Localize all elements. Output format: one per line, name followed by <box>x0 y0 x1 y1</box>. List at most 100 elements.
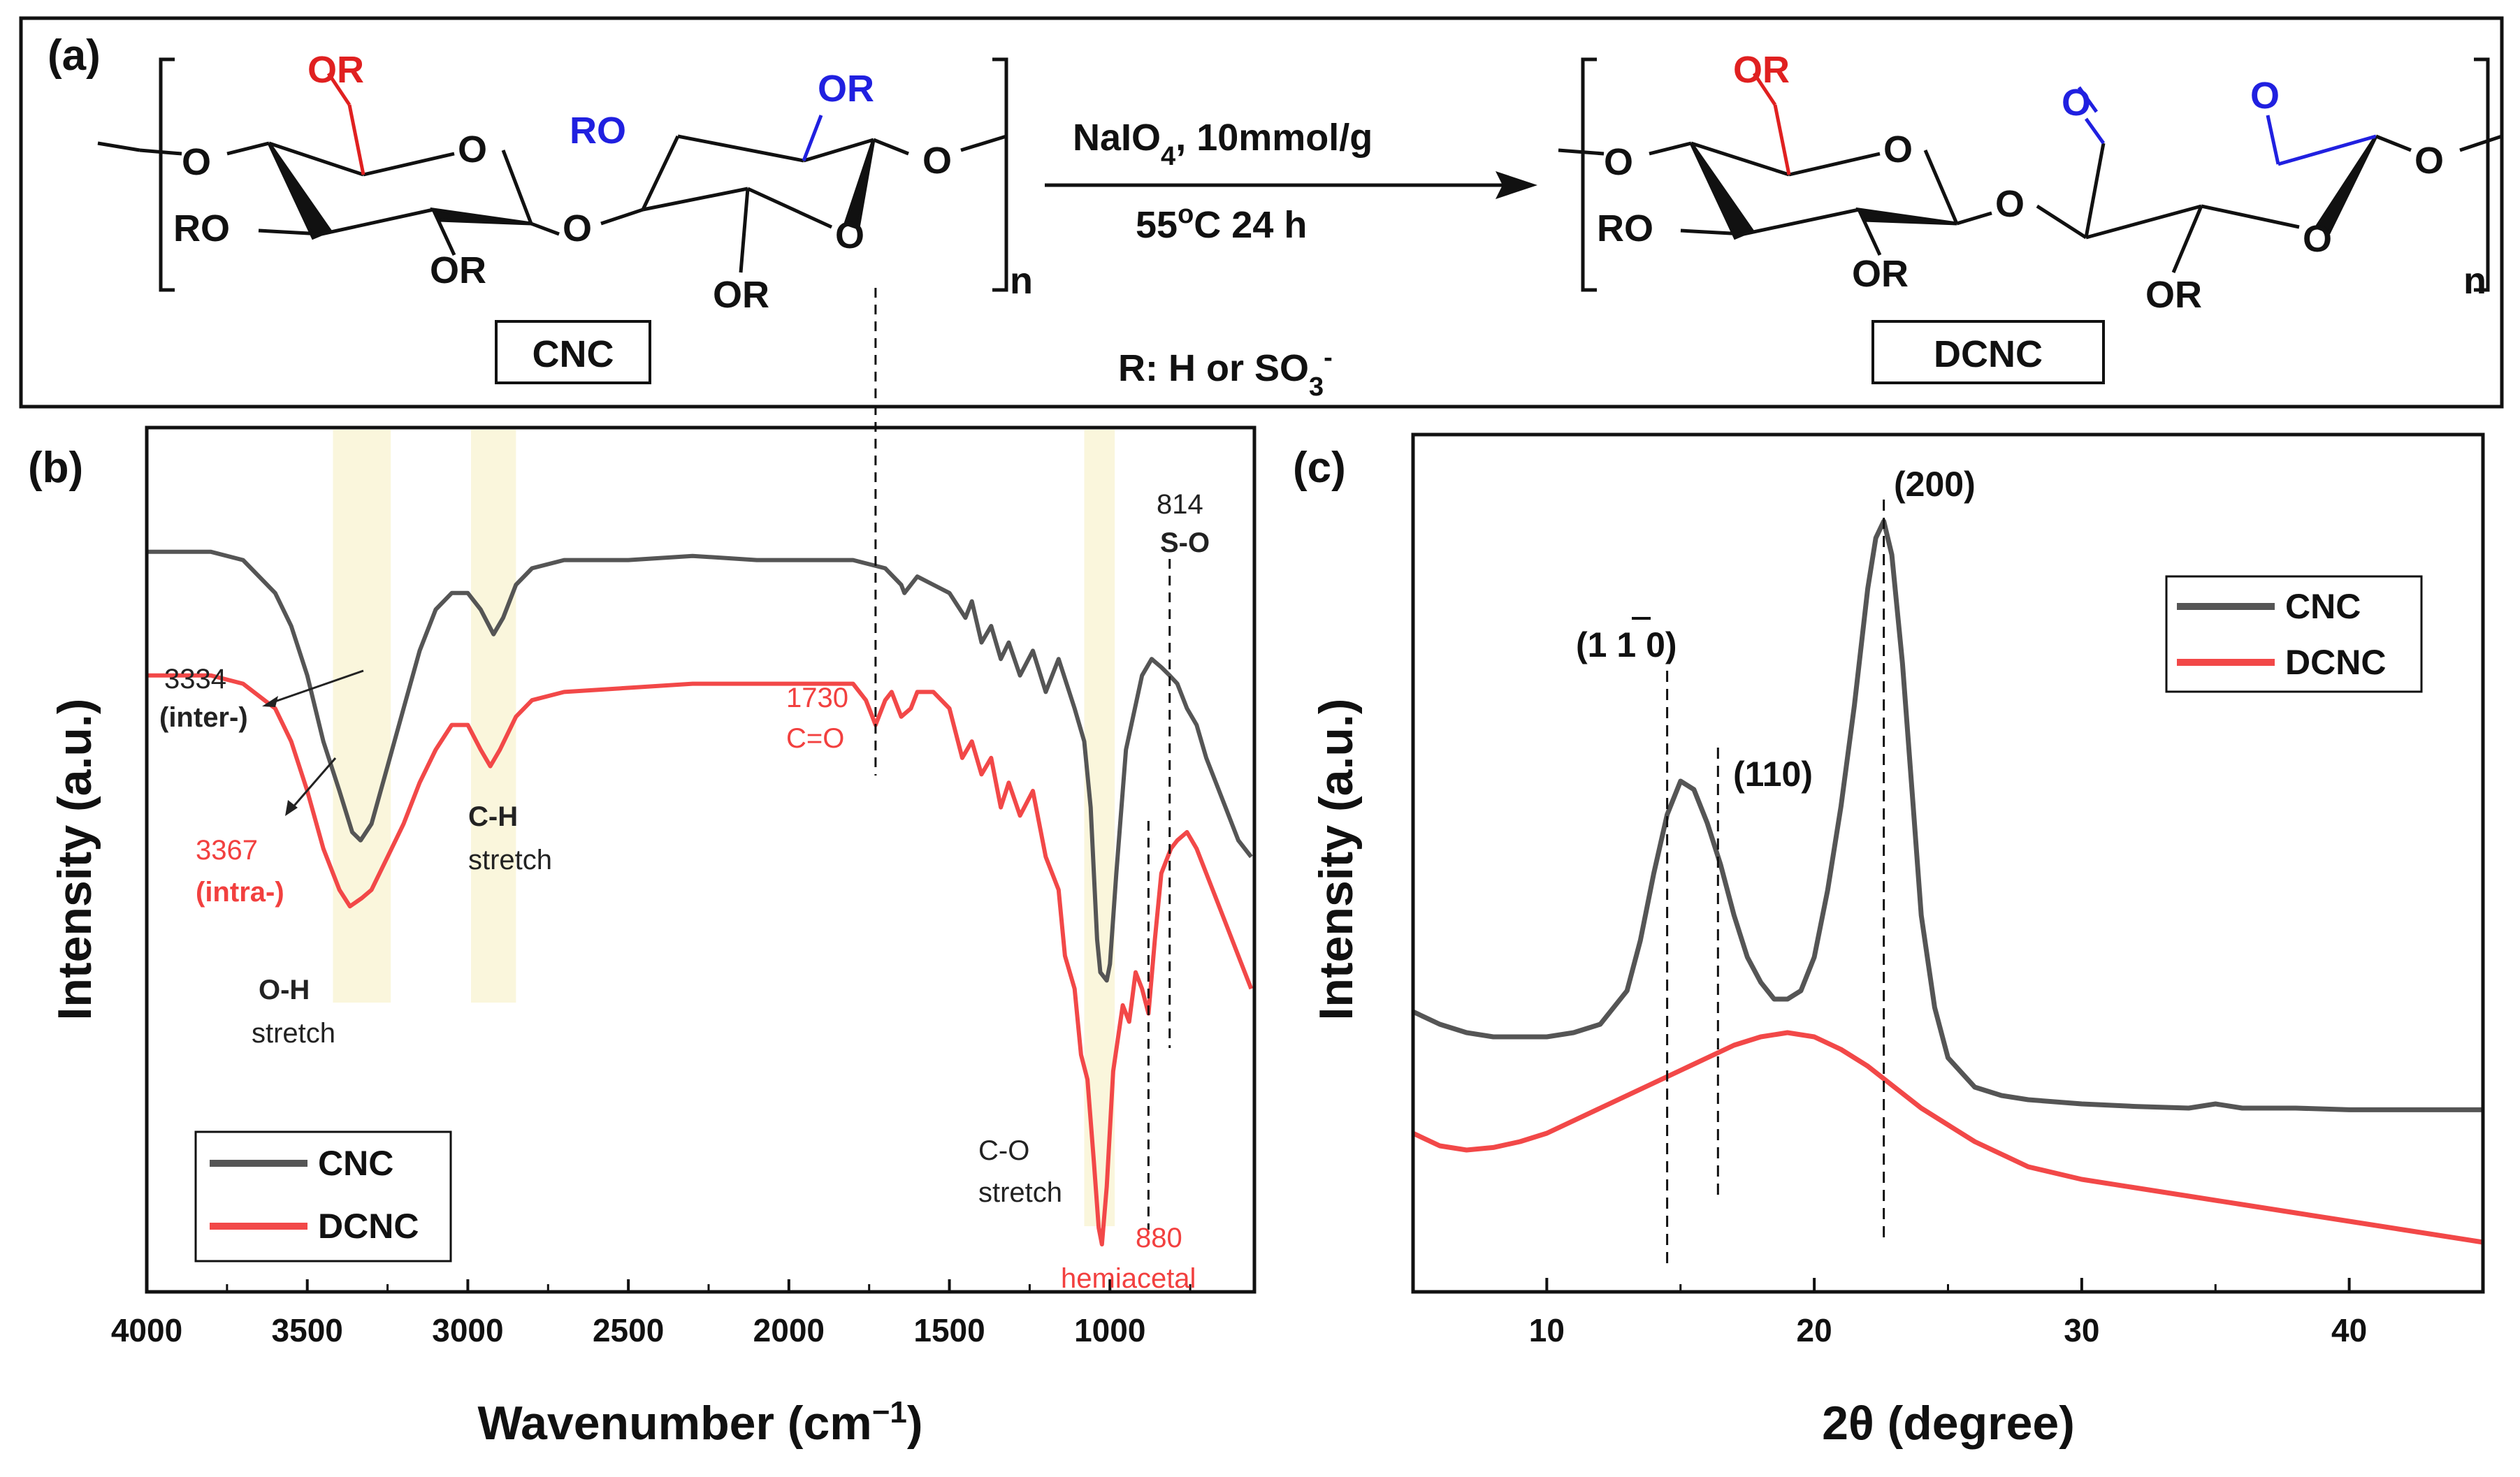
xrd-series <box>1412 518 2484 1245</box>
ftir-guide-lines <box>874 288 1171 1230</box>
xrd-peak-lines <box>1666 500 1885 1265</box>
ftir-tick-label-2000: 2000 <box>753 1312 825 1348</box>
cnc-ring-o2: O <box>835 214 864 256</box>
ftir-plot-frame <box>145 425 1257 1294</box>
ann-3334-type: (inter-) <box>159 702 248 733</box>
xrd-x-ticks: 10 20 30 40 <box>1529 1278 2367 1348</box>
cnc-labels: OR OR RO RO O O O O O OR OR n CNC <box>173 49 1033 384</box>
dcnc-aldehyde-2: O <box>2250 75 2280 117</box>
ann-co-text1: C-O <box>978 1135 1029 1166</box>
xrd-legend-dcnc: DCNC <box>2285 643 2386 682</box>
cnc-ring-o1: O <box>458 129 487 170</box>
ann-3334-value: 3334 <box>164 664 226 694</box>
dcnc-n: n <box>2463 260 2486 302</box>
cnc-or-bottom2: OR <box>713 274 769 316</box>
dcnc-link-o: O <box>1995 183 2025 225</box>
xrd-peak-labels: (200) (110) (1 1 0) <box>1576 465 1976 794</box>
r-definition: R: H or SO3- <box>1118 343 1333 402</box>
cnc-structure <box>97 57 1008 292</box>
ftir-tick-label-3000: 3000 <box>432 1312 503 1348</box>
cnc-bracket-left <box>159 57 175 292</box>
xrd-x-label: 2θ (degree) <box>1822 1397 2075 1450</box>
ftir-legend: CNC DCNC <box>194 1130 452 1263</box>
ftir-tick-label-4000: 4000 <box>111 1312 182 1348</box>
peak-label-200: (200) <box>1894 465 1976 504</box>
ftir-x-ticks: 4000 3500 3000 2500 2000 1500 1000 <box>111 1279 1192 1348</box>
ftir-y-label: Intensity (a.u.) <box>48 699 101 1021</box>
ftir-legend-cnc: CNC <box>318 1144 393 1183</box>
dcnc-ring-o2: O <box>2303 218 2332 260</box>
xrd-legend: CNC DCNC <box>2165 575 2423 693</box>
xrd-tick-label-30: 30 <box>2064 1312 2099 1348</box>
cnc-o-left: O <box>182 141 211 183</box>
ann-ch-text1: C-H <box>468 801 518 832</box>
xrd-series-cnc <box>1412 518 2483 1112</box>
ann-co-text2: stretch <box>978 1177 1062 1208</box>
ann-814-type: S-O <box>1160 528 1210 558</box>
ann-oh-text2: stretch <box>252 1018 335 1049</box>
dcnc-ro-left: RO <box>1597 208 1653 249</box>
ftir-tick-label-1000: 1000 <box>1074 1312 1145 1348</box>
xrd-tick-label-20: 20 <box>1797 1312 1832 1348</box>
panel-a: (a) <box>19 16 2504 409</box>
dcnc-o-left: O <box>1604 141 1633 183</box>
xrd-legend-cnc: CNC <box>2285 587 2361 626</box>
panel-b: (b) 4000 3500 3000 2500 2000 1500 1000 Wavenum… <box>28 288 1257 1450</box>
ftir-tick-label-1500: 1500 <box>913 1312 985 1348</box>
cnc-or-top-left: OR <box>307 49 364 91</box>
reagent: NaIO4, 10mmol/g <box>1073 117 1373 171</box>
cnc-bracket-right <box>992 57 1008 292</box>
ann-1730-value: 1730 <box>786 683 848 713</box>
dcnc-aldehyde-1: O <box>2062 82 2091 124</box>
cnc-o-right: O <box>922 140 952 182</box>
series-cnc <box>147 549 1253 983</box>
ftir-tick-label-2500: 2500 <box>593 1312 664 1348</box>
ftir-legend-box <box>194 1130 452 1263</box>
cnc-link-o: O <box>563 208 592 249</box>
ftir-series <box>147 549 1254 1246</box>
ann-880-value: 880 <box>1136 1223 1182 1253</box>
dcnc-or-bottom1: OR <box>1852 253 1909 295</box>
cnc-ro-mid: RO <box>570 110 626 152</box>
panel-b-label: (b) <box>28 444 83 492</box>
ftir-x-label: Wavenumber (cm−1) <box>477 1395 922 1450</box>
ann-814-value: 814 <box>1157 489 1203 520</box>
panel-c: (c) 10 20 30 40 2θ (degree) Intensity (a.u.… <box>1293 432 2485 1450</box>
peak-label-1-10: (1 1 0) <box>1576 625 1677 664</box>
cnc-name-box <box>495 320 651 384</box>
xrd-y-label: Intensity (a.u.) <box>1310 699 1363 1021</box>
cnc-or-top-right: OR <box>818 68 874 110</box>
series-dcnc <box>147 673 1254 1246</box>
xrd-tick-label-10: 10 <box>1529 1312 1565 1348</box>
ann-3367-type: (intra-) <box>196 877 284 908</box>
dcnc-or-top-left: OR <box>1733 49 1790 91</box>
ann-3367-value: 3367 <box>196 835 258 866</box>
ftir-annotations: 3334 (inter-) 3367 (intra-) O-H stretch … <box>159 489 1210 1294</box>
dcnc-structure <box>1558 57 2503 292</box>
panel-c-label: (c) <box>1293 444 1346 492</box>
dcnc-labels: OR O O RO O O O O O OR OR n DCNC <box>1597 49 2486 384</box>
ftir-bands <box>333 430 1115 1226</box>
cnc-n: n <box>1010 260 1033 302</box>
band-ch-band <box>471 430 516 1003</box>
dcnc-name: DCNC <box>1934 333 2043 375</box>
xrd-series-dcnc <box>1412 1030 2484 1245</box>
xrd-legend-box <box>2165 575 2423 693</box>
panel-a-label: (a) <box>48 31 101 80</box>
reaction-arrow: NaIO4, 10mmol/g 55oC 24 h R: H or SO3- <box>1045 117 1537 402</box>
cnc-name: CNC <box>533 333 614 375</box>
ftir-legend-dcnc: DCNC <box>318 1207 419 1246</box>
dcnc-ring-o1: O <box>1883 129 1913 170</box>
reaction-condition: 55oC 24 h <box>1136 200 1307 246</box>
panel-a-frame <box>19 16 2504 409</box>
ann-1730-type: C=O <box>786 723 844 754</box>
ftir-tick-label-3500: 3500 <box>272 1312 343 1348</box>
xrd-plot-frame <box>1411 432 2485 1294</box>
band-oh-band <box>333 430 391 1003</box>
xrd-tick-label-40: 40 <box>2331 1312 2367 1348</box>
ann-880-type: hemiacetal <box>1061 1263 1196 1294</box>
dcnc-or-bottom2: OR <box>2145 274 2202 316</box>
cnc-or-bottom1: OR <box>430 249 486 291</box>
